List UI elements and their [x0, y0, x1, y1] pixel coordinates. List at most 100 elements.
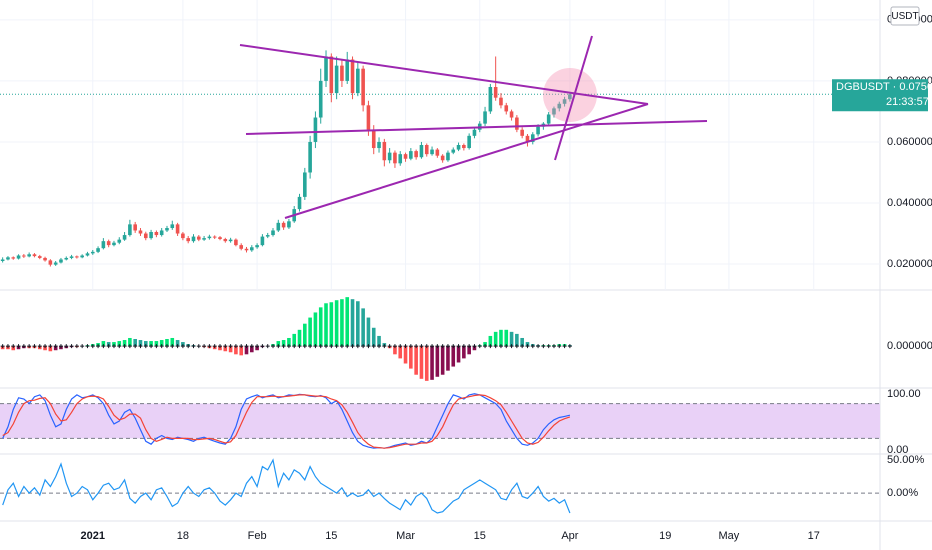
signal-cross	[43, 344, 48, 349]
candle-body	[170, 224, 175, 229]
trend-line	[554, 35, 593, 161]
histogram-bar	[515, 333, 519, 347]
histogram-bar	[292, 333, 297, 347]
candle-body	[451, 149, 456, 153]
candle-body	[218, 237, 222, 240]
histogram-bar	[467, 346, 471, 355]
x-tick-label: 15	[474, 530, 486, 542]
signal-cross	[551, 344, 556, 349]
y-tick-label: 50.00%	[887, 454, 925, 466]
signal-cross	[530, 344, 535, 349]
signal-cross	[260, 344, 265, 349]
signal-cross	[345, 344, 350, 349]
candle-body	[488, 87, 493, 112]
histogram-bar	[493, 331, 498, 347]
candle-body	[223, 239, 228, 242]
y-tick-label: 0.000000	[887, 340, 932, 352]
candle-body	[440, 155, 445, 161]
signal-cross	[318, 344, 323, 349]
signal-cross	[445, 344, 450, 349]
histogram-bar	[165, 339, 169, 347]
histogram-bar	[170, 337, 175, 347]
histogram-bar	[504, 329, 509, 347]
y-tick-label: 0.020000	[887, 258, 932, 270]
signal-cross	[467, 344, 472, 349]
signal-cross	[202, 344, 207, 349]
signal-cross	[74, 344, 79, 349]
currency-badge[interactable]	[890, 6, 920, 26]
signal-cross	[170, 344, 175, 349]
signal-cross	[292, 344, 297, 349]
candle-body	[234, 239, 238, 246]
candle-body	[75, 256, 79, 258]
candle-body	[424, 145, 429, 155]
candle-body	[472, 129, 477, 136]
candle-body	[398, 154, 403, 164]
candle-body	[175, 224, 180, 234]
signal-cross	[16, 344, 21, 349]
histogram-bar	[419, 346, 424, 379]
signal-cross	[196, 344, 201, 349]
histogram-bar	[366, 317, 371, 347]
candle-body	[154, 232, 159, 236]
candle-body	[303, 172, 307, 197]
x-tick-label: May	[719, 530, 740, 542]
histogram-bar	[324, 303, 328, 347]
histogram-bar	[462, 346, 466, 359]
signal-cross	[48, 344, 53, 349]
candle-body	[27, 254, 31, 257]
candle-body	[143, 233, 148, 239]
histogram-bar	[456, 346, 461, 363]
candle-body	[43, 257, 47, 261]
signal-cross	[382, 344, 387, 349]
candle-body	[122, 235, 127, 240]
candle-body	[361, 68, 365, 106]
x-tick-label: Feb	[248, 530, 267, 542]
candle-body	[525, 135, 530, 142]
candle-body	[377, 141, 381, 149]
signal-cross	[403, 344, 408, 349]
trend-line	[284, 103, 649, 219]
x-tick-label: Apr	[561, 530, 578, 542]
histogram-bar	[308, 317, 312, 347]
signal-cross	[255, 344, 260, 349]
signal-cross	[440, 344, 445, 349]
signal-cross	[244, 344, 249, 349]
signal-cross	[175, 344, 180, 349]
candle-body	[133, 224, 137, 231]
histogram-bar	[303, 323, 307, 347]
candle-body	[281, 222, 286, 228]
signal-cross	[80, 344, 85, 349]
candle-body	[435, 149, 440, 156]
histogram-bar	[218, 346, 222, 351]
histogram-bar	[255, 346, 259, 351]
signal-cross	[111, 344, 116, 349]
histogram-bar	[345, 297, 350, 347]
signal-cross	[324, 344, 329, 349]
candle-body	[562, 99, 567, 104]
histogram-bar	[340, 299, 344, 347]
candle-body	[186, 238, 190, 242]
histogram-bar	[371, 327, 376, 347]
signal-cross	[546, 344, 551, 349]
candle-body	[207, 236, 212, 239]
candle-body	[106, 241, 111, 246]
signal-cross	[504, 344, 509, 349]
candle-body	[6, 257, 10, 260]
candle-body	[16, 255, 21, 259]
candle-body	[499, 97, 503, 106]
trend-line	[245, 120, 708, 135]
candle-body	[0, 259, 5, 261]
histogram-bar	[101, 341, 106, 347]
histogram-bar	[356, 301, 360, 347]
candle-body	[165, 228, 169, 231]
histogram-bar	[377, 335, 381, 347]
candle-body	[297, 196, 302, 210]
candle-body	[196, 236, 201, 240]
histogram-bar	[149, 341, 153, 347]
signal-cross	[149, 344, 154, 349]
signal-cross	[536, 344, 541, 349]
signal-cross	[233, 344, 238, 349]
